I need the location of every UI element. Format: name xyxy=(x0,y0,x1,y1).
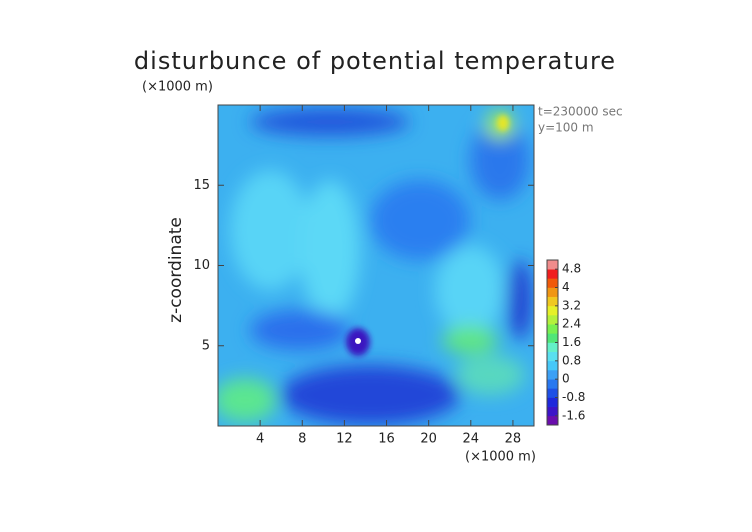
colorbar-tick-label: -1.6 xyxy=(562,408,585,422)
colorbar-band xyxy=(547,296,558,307)
y-unit: (×1000 m) xyxy=(142,80,213,95)
y-tick-label: 10 xyxy=(193,258,210,273)
field xyxy=(218,105,534,426)
colorbar-band xyxy=(547,415,558,426)
x-tick-label: 8 xyxy=(298,432,306,447)
colorbar-tick-label: 3.2 xyxy=(562,298,581,312)
colorbar-band xyxy=(547,287,558,297)
x-tick-label: 24 xyxy=(463,432,480,447)
colorbar-band xyxy=(547,315,558,325)
colorbar-band xyxy=(547,278,558,288)
colorbar-tick-label: 0.8 xyxy=(562,353,581,367)
colorbar-tick-label: 2.4 xyxy=(562,317,581,331)
colorbar-band xyxy=(547,324,558,334)
x-tick-label: 28 xyxy=(505,432,522,447)
colorbar-tick-label: -0.8 xyxy=(562,390,585,404)
colorbar-band xyxy=(547,342,558,352)
x-tick-label: 12 xyxy=(336,432,353,447)
colorbar-band xyxy=(547,397,558,407)
annotation: y=100 m xyxy=(538,121,594,135)
x-tick-label: 20 xyxy=(420,432,437,447)
x-tick-label: 16 xyxy=(378,432,395,447)
colorbar-tick-label: 1.6 xyxy=(562,335,581,349)
colorbar-band xyxy=(547,406,558,417)
field-blobs xyxy=(218,108,532,425)
colorbar-tick-label: 4 xyxy=(562,280,570,294)
colorbar-band xyxy=(547,351,558,362)
colorbar-band xyxy=(547,269,558,279)
colorbar-band xyxy=(547,360,558,371)
field-peak xyxy=(355,338,361,344)
colorbar-tick-label: 0 xyxy=(562,372,570,386)
x-tick-label: 4 xyxy=(256,432,264,447)
annotation: t=230000 sec xyxy=(538,105,623,119)
x-unit: (×1000 m) xyxy=(465,450,536,465)
y-tick-label: 5 xyxy=(202,338,210,353)
y-axis-label: z-coordinate xyxy=(166,217,186,323)
colorbar-band xyxy=(547,260,558,270)
colorbar-band xyxy=(547,305,558,316)
colorbar-band xyxy=(547,333,558,343)
colorbar-band xyxy=(547,379,558,389)
colorbar-band xyxy=(547,370,558,380)
colorbar-tick-label: 4.8 xyxy=(562,262,581,276)
chart-title: disturbunce of potential temperature xyxy=(134,47,616,75)
colorbar-band xyxy=(547,388,558,398)
y-tick-label: 15 xyxy=(193,178,210,193)
